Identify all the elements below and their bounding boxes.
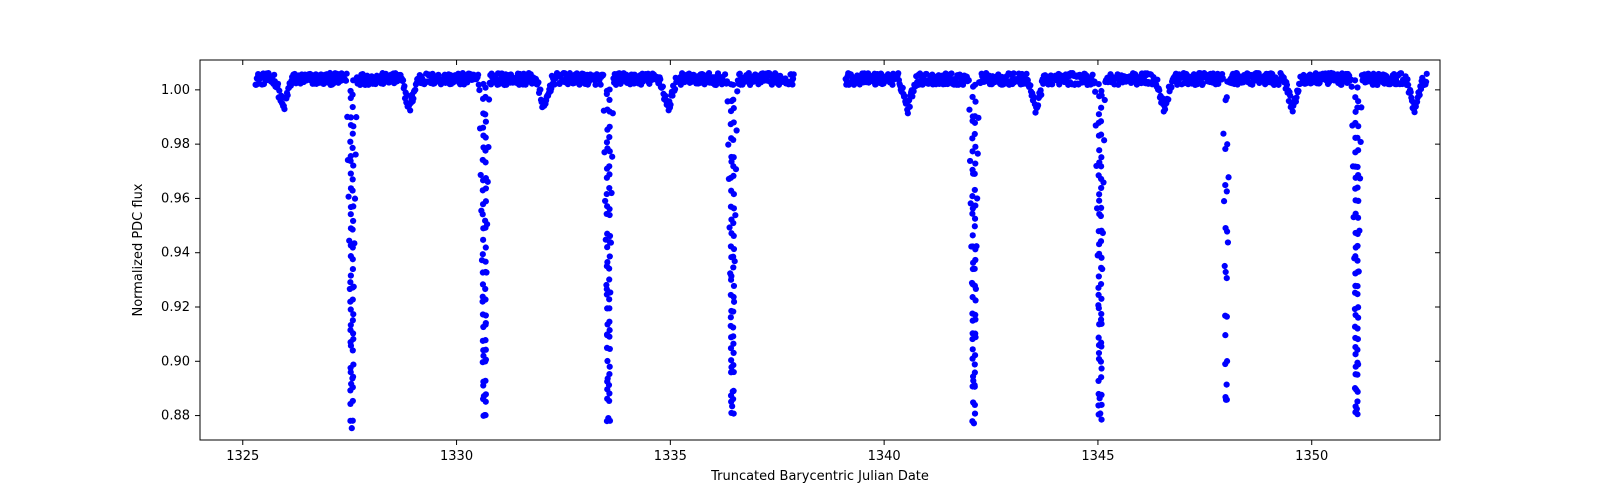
x-tick-label: 1350 xyxy=(1295,449,1328,464)
x-ticks: 1325 1330 1335 1340 1345 1350 xyxy=(226,60,1328,464)
y-tick-label: 0.94 xyxy=(161,246,190,261)
y-tick-label: 0.92 xyxy=(161,300,190,315)
chart-svg: 1325 1330 1335 1340 1345 1350 0.88 0.90 0.92 0.9… xyxy=(0,0,1600,500)
y-tick-label: 0.90 xyxy=(161,354,190,369)
y-tick-label: 0.88 xyxy=(161,409,190,424)
y-tick-label: 0.98 xyxy=(161,137,190,152)
y-tick-label: 0.96 xyxy=(161,191,190,206)
x-axis-label: Truncated Barycentric Julian Date xyxy=(710,469,929,484)
x-tick-label: 1345 xyxy=(1081,449,1114,464)
plot-border xyxy=(200,60,1440,440)
x-tick-label: 1340 xyxy=(868,449,901,464)
x-tick-label: 1330 xyxy=(440,449,473,464)
y-tick-label: 1.00 xyxy=(161,83,190,98)
scatter-points xyxy=(252,70,1429,431)
lightcurve-chart: 1325 1330 1335 1340 1345 1350 0.88 0.90 0.92 0.9… xyxy=(0,0,1600,500)
y-axis-label: Normalized PDC flux xyxy=(131,183,146,316)
x-tick-label: 1325 xyxy=(226,449,259,464)
x-tick-label: 1335 xyxy=(654,449,687,464)
